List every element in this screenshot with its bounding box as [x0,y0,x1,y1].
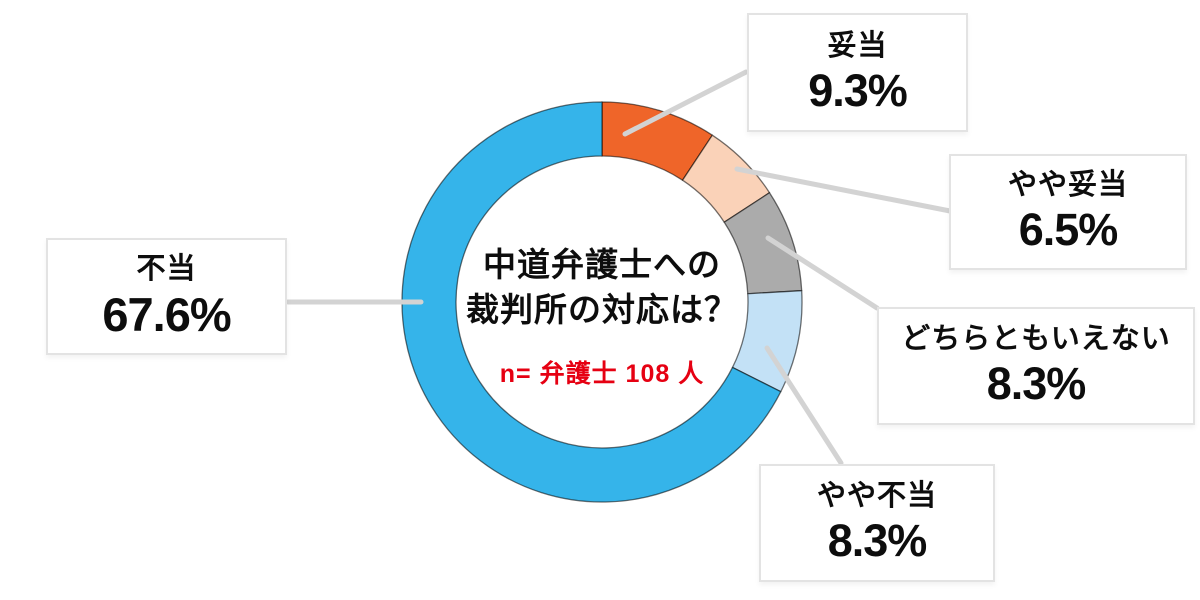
leader-line-やや妥当 [734,166,953,214]
percent-value: 6.5% [1018,204,1119,256]
category-label: どちらともいえない [901,323,1171,356]
leader-line-やや不当 [764,345,844,466]
category-label: 不当 [136,252,197,285]
leader-line-どちらともいえない [765,235,880,311]
callout-box-neither: どちらともいえない 8.3% [877,307,1195,425]
category-label: やや妥当 [1007,169,1128,202]
callout-box-dato: 妥当 9.3% [747,13,968,132]
callout-box-yaya-futo: やや不当 8.3% [759,464,995,582]
percent-value: 8.3% [827,515,928,567]
donut-segment-不当 [401,101,782,503]
category-label: 妥当 [827,29,888,62]
percent-value: 8.3% [986,358,1087,410]
percent-value: 9.3% [808,64,908,116]
leader-line-妥当 [622,69,749,137]
percent-value: 67.6% [102,287,231,341]
callout-box-futo: 不当 67.6% [46,238,287,355]
category-label: やや不当 [816,480,937,513]
callout-box-yaya-dato: やや妥当 6.5% [949,154,1187,270]
